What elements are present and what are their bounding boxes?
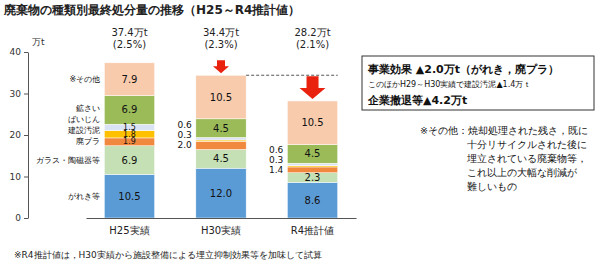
chart-title: 廃棄物の種類別最終処分量の推移（H25～R4推計値） — [3, 3, 300, 17]
data-label: 10.5 — [301, 117, 323, 128]
data-label: 12.0 — [210, 188, 232, 199]
data-label: 0.3 — [178, 130, 192, 140]
data-label: 10.5 — [210, 92, 232, 103]
bar-segment — [287, 173, 337, 183]
effects-text: 企業撤退等▲4.2万t — [367, 94, 467, 107]
bar-segment — [287, 163, 337, 165]
y-tick: 10 — [10, 172, 28, 182]
series-name: ばいじん — [68, 115, 100, 124]
note-text: 埋立されている廃棄物等， — [466, 153, 587, 164]
x-tick: R4推計値 — [291, 218, 334, 236]
x-axis-line — [87, 218, 357, 219]
data-label: 4.5 — [213, 153, 229, 164]
x-tick-label: H25実績 — [109, 225, 149, 236]
y-tick: 30 — [10, 89, 28, 99]
share-label: (2.1%) — [296, 39, 329, 50]
effects-box-frame — [362, 56, 594, 110]
data-label: 7.9 — [122, 74, 138, 85]
series-name: 鉱さい — [76, 104, 100, 113]
x-axis: H25実績 H30実績 R4推計値 — [87, 218, 357, 236]
y-tick-mark — [24, 218, 28, 219]
y-tick-label: 20 — [10, 130, 22, 140]
x-tick-label: R4推計値 — [291, 225, 334, 236]
bar-segment — [104, 96, 154, 125]
bar-segment — [104, 138, 154, 146]
data-label: 0.3 — [269, 155, 283, 165]
bar-segment — [196, 141, 246, 149]
data-label: 6.9 — [122, 155, 138, 166]
y-tick-label: 0 — [15, 213, 21, 223]
data-label: 0.6 — [269, 145, 284, 155]
x-tick: H30実績 — [201, 218, 241, 236]
data-label: 10.5 — [118, 191, 140, 202]
y-tick-label: 40 — [10, 47, 22, 57]
reference-line — [246, 75, 338, 76]
chart-container: 廃棄物の種類別最終処分量の推移（H25～R4推計値） 0 10 20 30 40 万t H25… — [0, 0, 600, 266]
share-label: (2.3%) — [204, 39, 237, 50]
note: ※その他：焼却処理された残さ，既に十分リサイクルされた後に埋立されている廃棄物等… — [420, 125, 588, 192]
bar-segment — [287, 145, 337, 164]
y-tick-mark — [24, 94, 28, 95]
note-text: ※その他：焼却処理された残さ，既に — [420, 125, 588, 136]
plot-area — [104, 63, 337, 218]
data-label: 1.4 — [269, 165, 284, 175]
bar-segment — [196, 137, 246, 139]
total-label: 28.2万t — [294, 27, 330, 38]
x-tick-label: H30実績 — [201, 225, 241, 236]
data-label: 1.9 — [123, 137, 136, 146]
series-names: がれき等 ガラス・陶磁器等 廃プラ 建設汚泥 ばいじん 鉱さい ※その他 — [36, 75, 100, 201]
bar-segment — [196, 168, 246, 218]
bar-segment — [196, 75, 246, 119]
bar-segment — [196, 119, 246, 138]
y-tick: 0 — [15, 213, 28, 223]
y-tick-mark — [24, 135, 28, 136]
data-label: 4.5 — [213, 123, 229, 134]
y-tick: 20 — [10, 130, 28, 140]
x-tick: H25実績 — [109, 218, 149, 236]
y-axis: 0 10 20 30 40 — [10, 47, 29, 223]
y-tick-label: 30 — [10, 89, 22, 99]
series-name: 建設汚泥 — [67, 126, 100, 135]
y-tick-label: 10 — [10, 172, 22, 182]
total-label: 34.4万t — [203, 27, 239, 38]
bar-segment — [196, 150, 246, 169]
share-label: (2.5%) — [113, 39, 146, 50]
data-label: 4.5 — [305, 148, 321, 159]
y-axis-line — [28, 53, 29, 219]
bar-segment — [287, 101, 337, 145]
bar-segment — [104, 146, 154, 175]
chart-svg: 廃棄物の種類別最終処分量の推移（H25～R4推計値） 0 10 20 30 40 万t H25… — [0, 0, 600, 266]
reduction-arrow-small — [213, 60, 229, 73]
effects-text: このほかH29～H30実績で建設汚泥▲1.4万ｔ — [368, 80, 531, 89]
annotations-shapes — [213, 60, 338, 99]
y-axis-unit: 万t — [32, 37, 45, 47]
series-name: ※その他 — [70, 75, 101, 84]
y-tick-mark — [24, 177, 28, 178]
totals: 37.4万t 34.4万t 28.2万t (2.5%) (2.3%) (2.1%) — [111, 27, 330, 50]
footnote: ※R4推計値は，H30実績から施設整備による埋立抑制効果等を加味して試算 — [14, 250, 322, 260]
note-text: 難しいもの — [467, 181, 517, 192]
data-label: 1.5 — [123, 123, 136, 132]
effects-text: 事業効果 ▲2.0万t（がれき，廃プラ） — [367, 63, 559, 76]
data-label: 2.3 — [305, 172, 321, 183]
data-labels: 10.56.91.91.81.56.97.912.04.54.510.52.00… — [118, 74, 323, 206]
series-name: 廃プラ — [76, 137, 100, 146]
bar-segment — [104, 174, 154, 218]
bar-segment — [104, 63, 154, 96]
series-name: ガラス・陶磁器等 — [36, 156, 100, 165]
y-tick-mark — [24, 52, 28, 53]
data-label: 2.0 — [178, 140, 193, 150]
total-label: 37.4万t — [111, 27, 147, 38]
bar-segment — [287, 182, 337, 218]
data-label: 8.6 — [305, 195, 321, 206]
series-name: がれき等 — [68, 192, 100, 201]
y-tick: 40 — [10, 47, 28, 57]
note-text: これ以上の大幅な削減が — [467, 167, 578, 178]
note-text: 十分リサイクルされた後に — [467, 139, 587, 150]
data-label: 6.9 — [122, 104, 138, 115]
data-label: 0.6 — [178, 120, 193, 130]
effects-box: 事業効果 ▲2.0万t（がれき，廃プラ） このほかH29～H30実績で建設汚泥▲1… — [362, 56, 594, 110]
reduction-arrow-large — [300, 76, 326, 99]
